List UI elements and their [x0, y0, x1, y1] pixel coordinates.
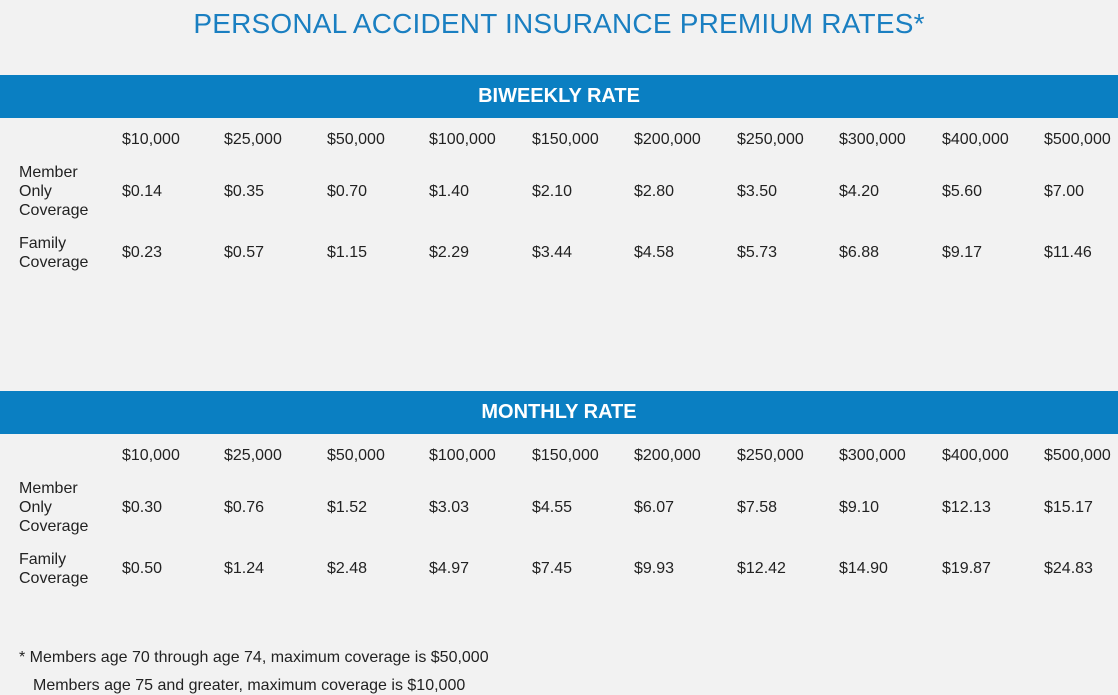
coverage-amount-header: $25,000 — [224, 447, 282, 464]
biweekly-rate-heading: BIWEEKLY RATE — [0, 75, 1118, 118]
rate-value: $2.80 — [634, 183, 675, 200]
rate-value: $9.17 — [942, 244, 983, 261]
row-label: Family Coverage — [19, 550, 109, 588]
coverage-amount-header: $400,000 — [942, 131, 1009, 148]
rate-value: $0.35 — [224, 183, 265, 200]
rate-value: $0.70 — [327, 183, 368, 200]
coverage-amount-header: $400,000 — [942, 447, 1009, 464]
rate-value: $12.42 — [737, 560, 786, 577]
coverage-amount-header: $100,000 — [429, 131, 496, 148]
coverage-amount-header: $150,000 — [532, 447, 599, 464]
row-label-line: Only — [19, 183, 52, 200]
rate-value: $0.30 — [122, 499, 163, 516]
rate-value: $0.14 — [122, 183, 163, 200]
rate-value: $0.57 — [224, 244, 265, 261]
coverage-amount-header: $500,000 — [1044, 131, 1111, 148]
coverage-amount-header: $10,000 — [122, 131, 180, 148]
rate-value: $0.76 — [224, 499, 265, 516]
rate-value: $1.24 — [224, 560, 265, 577]
row-label-line: Only — [19, 499, 52, 516]
rate-value: $7.45 — [532, 560, 573, 577]
rate-value: $2.29 — [429, 244, 470, 261]
rate-value: $3.50 — [737, 183, 778, 200]
rate-value: $7.00 — [1044, 183, 1085, 200]
coverage-amount-header: $500,000 — [1044, 447, 1111, 464]
rate-value: $6.88 — [839, 244, 880, 261]
rate-value: $19.87 — [942, 560, 991, 577]
row-label-line: Family — [19, 235, 67, 252]
rate-value: $4.58 — [634, 244, 675, 261]
row-label-line: Family — [19, 551, 67, 568]
coverage-amount-header: $100,000 — [429, 447, 496, 464]
rate-value: $11.46 — [1044, 244, 1092, 261]
rate-value: $0.23 — [122, 244, 163, 261]
row-label: Family Coverage — [19, 234, 109, 272]
rate-value: $2.10 — [532, 183, 573, 200]
row-label: Member Only Coverage — [19, 163, 109, 220]
row-label-line: Member — [19, 164, 78, 181]
rate-value: $12.13 — [942, 499, 991, 516]
coverage-amount-header: $50,000 — [327, 447, 385, 464]
rate-value: $9.10 — [839, 499, 880, 516]
rate-value: $3.03 — [429, 499, 470, 516]
rate-value: $14.90 — [839, 560, 888, 577]
coverage-amount-header: $250,000 — [737, 131, 804, 148]
rate-value: $0.50 — [122, 560, 163, 577]
rate-value: $3.44 — [532, 244, 573, 261]
rate-value: $1.40 — [429, 183, 470, 200]
rate-value: $4.55 — [532, 499, 573, 516]
row-label-line: Coverage — [19, 570, 89, 587]
footnote-age-75-plus: Members age 75 and greater, maximum cove… — [33, 677, 466, 694]
rate-value: $7.58 — [737, 499, 778, 516]
rate-value: $4.97 — [429, 560, 470, 577]
footnote-age-70-74: * Members age 70 through age 74, maximum… — [19, 649, 489, 666]
rate-value: $9.93 — [634, 560, 675, 577]
rate-value: $2.48 — [327, 560, 368, 577]
row-label-line: Member — [19, 480, 78, 497]
rate-value: $1.15 — [327, 244, 368, 261]
rate-value: $4.20 — [839, 183, 880, 200]
rate-value: $15.17 — [1044, 499, 1093, 516]
row-label-line: Coverage — [19, 254, 89, 271]
coverage-amount-header: $200,000 — [634, 131, 701, 148]
coverage-amount-header: $25,000 — [224, 131, 282, 148]
rate-value: $5.60 — [942, 183, 983, 200]
monthly-rate-heading: MONTHLY RATE — [0, 391, 1118, 434]
coverage-amount-header: $150,000 — [532, 131, 599, 148]
row-label: Member Only Coverage — [19, 479, 109, 536]
rate-value: $6.07 — [634, 499, 675, 516]
rate-value: $5.73 — [737, 244, 778, 261]
coverage-amount-header: $10,000 — [122, 447, 180, 464]
row-label-line: Coverage — [19, 202, 89, 219]
coverage-amount-header: $300,000 — [839, 131, 906, 148]
coverage-amount-header: $250,000 — [737, 447, 804, 464]
coverage-amount-header: $300,000 — [839, 447, 906, 464]
page-title: PERSONAL ACCIDENT INSURANCE PREMIUM RATE… — [193, 8, 925, 39]
coverage-amount-header: $50,000 — [327, 131, 385, 148]
row-label-line: Coverage — [19, 518, 89, 535]
rate-value: $24.83 — [1044, 560, 1093, 577]
coverage-amount-header: $200,000 — [634, 447, 701, 464]
rate-value: $1.52 — [327, 499, 368, 516]
